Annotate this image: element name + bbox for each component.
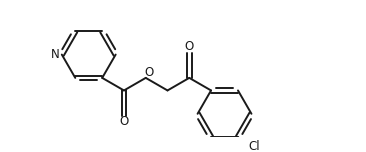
Text: Cl: Cl bbox=[248, 140, 260, 152]
Text: N: N bbox=[51, 48, 60, 61]
Text: O: O bbox=[145, 66, 154, 79]
Text: O: O bbox=[119, 115, 128, 128]
Text: O: O bbox=[185, 40, 194, 53]
